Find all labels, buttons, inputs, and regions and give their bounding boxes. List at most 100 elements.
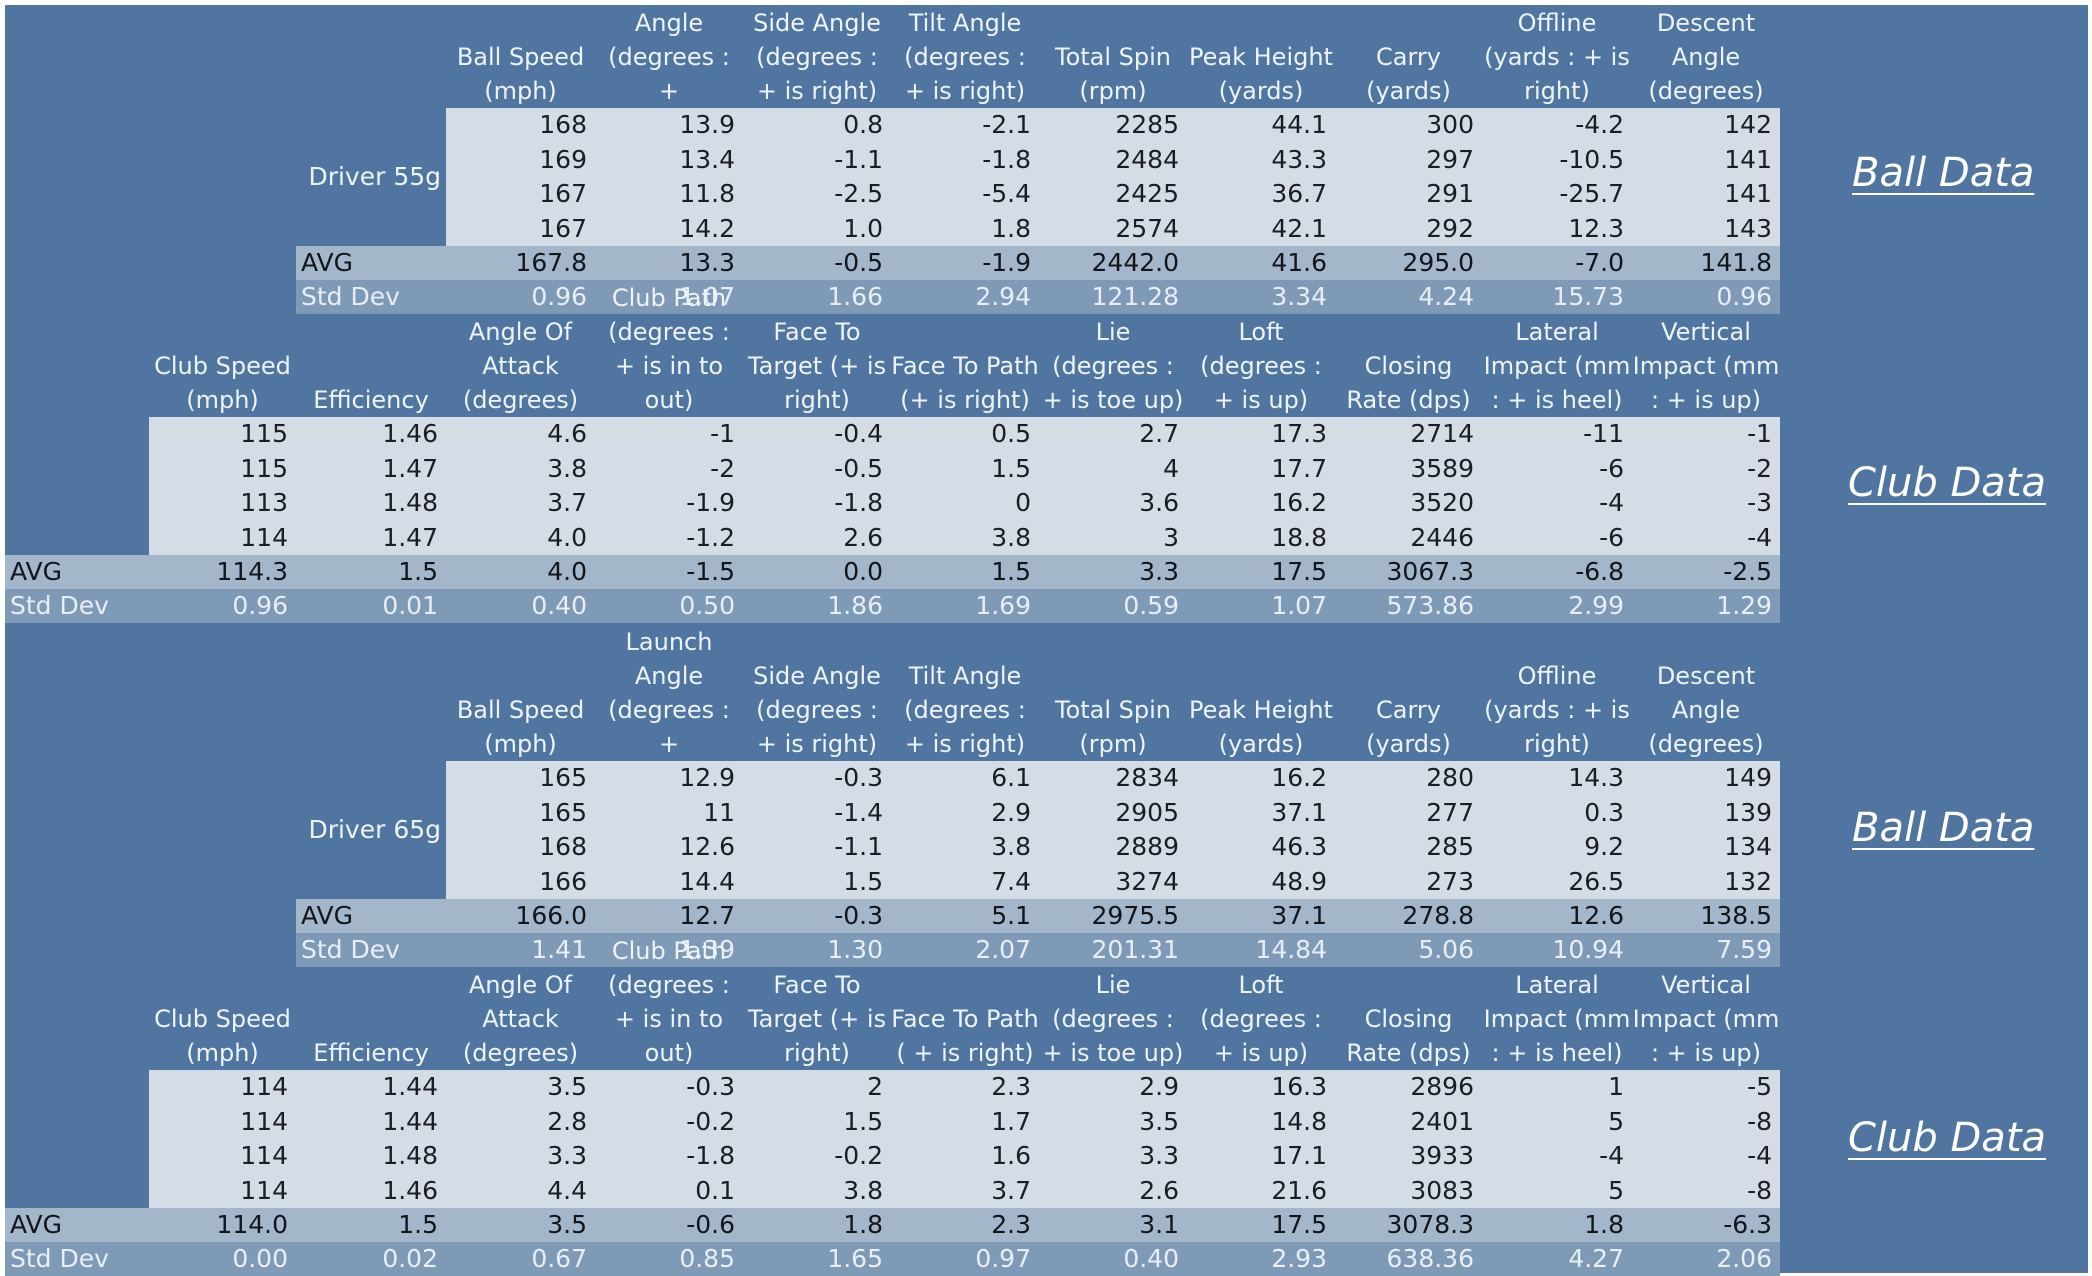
avg-value: 295.0: [1335, 245, 1482, 280]
ball-data-cell: -5.4: [891, 176, 1039, 212]
club-data-cell: 2.6: [743, 520, 891, 555]
avg-value: 1.5: [891, 554, 1039, 589]
column-header: Descent Angle (degrees): [1648, 9, 1764, 105]
club-data-cell: 2.9: [1039, 1070, 1187, 1105]
column-header: Club Speed (mph): [154, 352, 291, 414]
column-header: Loft (degrees : + is up): [1200, 318, 1322, 414]
column-header: Peak Height (yards): [1189, 43, 1333, 105]
ball-data-cell: 167: [446, 176, 595, 212]
club-data-cell: -1.8: [595, 1138, 743, 1174]
club-data-cell: -3: [1632, 485, 1780, 521]
ball-data-cell: 165: [446, 761, 595, 796]
column-header: Face To Target (+ is right): [747, 318, 887, 414]
club-data-table: Club Speed (mph) Efficiency Angle Of Attac…: [5, 284, 1787, 624]
column-header: Launch Angle (degrees : +: [608, 628, 730, 758]
column-header: Lie (degrees : + is toe up): [1042, 318, 1184, 414]
avg-value: 4.0: [446, 554, 595, 589]
ball-data-title: Ball Data: [1852, 805, 2035, 851]
club-data-cell: 21.6: [1187, 1173, 1335, 1208]
ball-data-cell: 42.1: [1187, 211, 1335, 246]
ball-data-cell: 2484: [1039, 142, 1187, 177]
ball-data-cell: -1.1: [743, 829, 891, 865]
avg-value: 5.1: [891, 898, 1039, 933]
club-data-cell: 2714: [1335, 417, 1482, 452]
ball-data-cell: 11: [595, 795, 743, 830]
ball-data-cell: 1.5: [743, 864, 891, 899]
avg-value: 41.6: [1187, 245, 1335, 280]
std-dev-value: 0.00: [149, 1241, 296, 1276]
club-data-cell: -1.8: [743, 485, 891, 521]
ball-data-cell: 1.0: [743, 211, 891, 246]
club-data-cell: -0.4: [743, 417, 891, 452]
std-dev-value: 1.86: [743, 588, 891, 624]
club-data-cell: 3.8: [446, 451, 595, 486]
club-data-cell: 3.3: [1039, 1138, 1187, 1174]
club-data-cell: 1.44: [296, 1070, 446, 1105]
club-data-cell: 1.48: [296, 1138, 446, 1174]
ball-data-cell: 14.4: [595, 864, 743, 899]
avg-value: -0.5: [743, 245, 891, 280]
ball-data-cell: 13.9: [595, 108, 743, 143]
club-data-cell: 0: [891, 485, 1039, 521]
std-dev-label: Std Dev: [296, 932, 446, 968]
std-dev-label: Std Dev: [5, 1241, 149, 1276]
ball-data-cell: 11.8: [595, 176, 743, 212]
club-data-cell: 3.7: [891, 1173, 1039, 1208]
club-data-table: Club Speed (mph) Efficiency Angle Of Attac…: [5, 937, 1787, 1276]
avg-label: AVG: [296, 898, 446, 933]
ball-data-cell: 139: [1632, 795, 1780, 830]
avg-value: 2.3: [891, 1207, 1039, 1242]
std-dev-label: Std Dev: [296, 279, 446, 315]
std-dev-value: 573.86: [1335, 588, 1482, 624]
column-header: Angle Of Attack (degrees): [462, 971, 579, 1067]
club-data-cell: 3083: [1335, 1173, 1482, 1208]
column-header: Vertical Impact (mm : + is up): [1632, 318, 1780, 414]
avg-value: 1.5: [296, 1207, 446, 1242]
std-dev-value: 2.06: [1632, 1241, 1780, 1276]
column-header: Side Angle (degrees : + is right): [753, 662, 881, 758]
column-header: Face To Path ( + is right): [891, 1005, 1039, 1067]
avg-value: 12.6: [1482, 898, 1632, 933]
ball-data-cell: 285: [1335, 829, 1482, 865]
std-dev-value: 1.07: [595, 279, 743, 315]
avg-value: 13.3: [595, 245, 743, 280]
club-data-cell: -0.2: [595, 1104, 743, 1139]
std-dev-value: 4.24: [1335, 279, 1482, 315]
ball-data-cell: 2834: [1039, 761, 1187, 796]
ball-data-cell: 165: [446, 795, 595, 830]
club-data-cell: 1.48: [296, 485, 446, 521]
club-label: Driver 65g: [308, 814, 441, 844]
column-header: Offline (yards : + is right): [1484, 662, 1630, 758]
ball-data-cell: 141: [1632, 176, 1780, 212]
ball-data-cell: -2.1: [891, 108, 1039, 143]
ball-data-cell: -10.5: [1482, 142, 1632, 177]
ball-data-cell: -2.5: [743, 176, 891, 212]
club-data-cell: 16.2: [1187, 485, 1335, 521]
club-data-cell: 3933: [1335, 1138, 1482, 1174]
std-dev-value: 201.31: [1039, 932, 1187, 968]
avg-value: 114.3: [149, 554, 296, 589]
column-header: Efficiency: [313, 1039, 429, 1067]
club-data-cell: 4.0: [446, 520, 595, 555]
std-dev-value: 1.07: [1187, 588, 1335, 624]
column-header: Peak Height (yards): [1189, 696, 1333, 758]
ball-data-cell: 26.5: [1482, 864, 1632, 899]
club-data-cell: 18.8: [1187, 520, 1335, 555]
club-data-cell: 1.5: [743, 1104, 891, 1139]
column-header: Club Path (degrees : + is in to out): [608, 284, 730, 414]
ball-data-cell: 297: [1335, 142, 1482, 177]
club-data-cell: -4: [1632, 520, 1780, 555]
club-data-cell: -1: [1632, 417, 1780, 452]
ball-data-cell: 6.1: [891, 761, 1039, 796]
club-data-cell: 3.8: [891, 520, 1039, 555]
ball-data-cell: 2425: [1039, 176, 1187, 212]
std-dev-value: 0.96: [1632, 279, 1780, 315]
ball-data-cell: 36.7: [1187, 176, 1335, 212]
std-dev-value: 1.29: [1632, 588, 1780, 624]
ball-data-cell: 48.9: [1187, 864, 1335, 899]
column-header: Closing Rate (dps): [1346, 1005, 1471, 1067]
club-data-cell: -1: [595, 417, 743, 452]
std-dev-value: 0.01: [296, 588, 446, 624]
ball-data-cell: 141: [1632, 142, 1780, 177]
std-dev-value: 1.30: [743, 932, 891, 968]
